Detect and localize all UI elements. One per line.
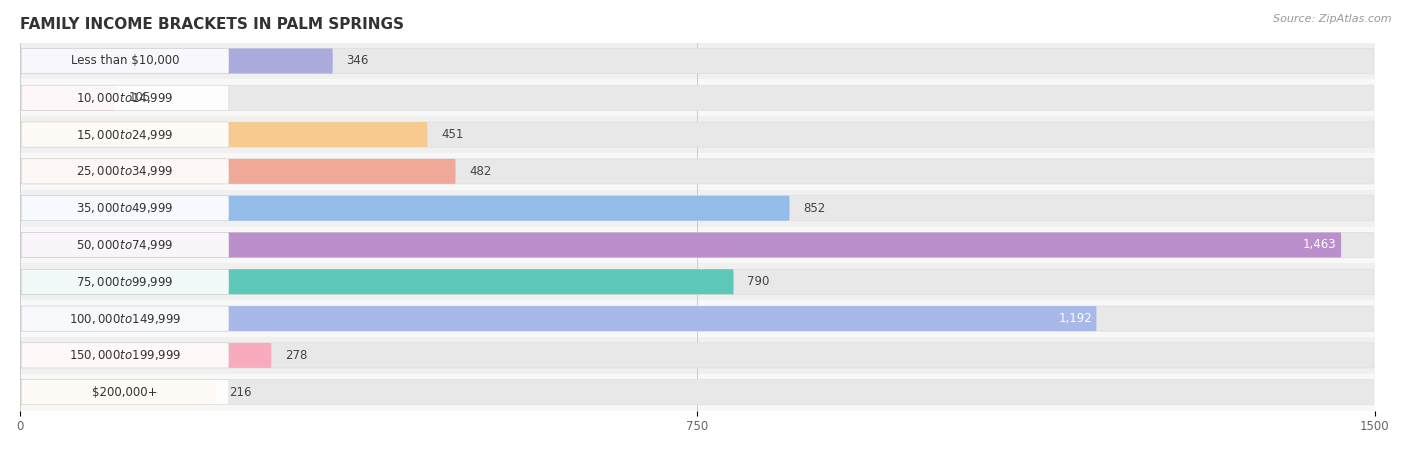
FancyBboxPatch shape [21, 49, 333, 73]
FancyBboxPatch shape [21, 306, 1097, 331]
Bar [20, 153, 1375, 190]
Text: 852: 852 [803, 202, 825, 215]
Text: $150,000 to $199,999: $150,000 to $199,999 [69, 348, 181, 362]
FancyBboxPatch shape [21, 196, 229, 220]
FancyBboxPatch shape [21, 343, 229, 368]
FancyBboxPatch shape [21, 122, 229, 147]
FancyBboxPatch shape [21, 343, 1374, 368]
Bar [20, 227, 1375, 263]
Text: 105: 105 [129, 91, 150, 104]
Text: FAMILY INCOME BRACKETS IN PALM SPRINGS: FAMILY INCOME BRACKETS IN PALM SPRINGS [20, 17, 405, 32]
Bar [20, 190, 1375, 227]
Bar [20, 263, 1375, 300]
FancyBboxPatch shape [21, 269, 229, 294]
Text: 346: 346 [346, 54, 368, 68]
Text: $50,000 to $74,999: $50,000 to $74,999 [76, 238, 174, 252]
Text: $100,000 to $149,999: $100,000 to $149,999 [69, 311, 181, 326]
FancyBboxPatch shape [21, 306, 1374, 331]
FancyBboxPatch shape [21, 343, 271, 368]
FancyBboxPatch shape [21, 196, 1374, 220]
FancyBboxPatch shape [21, 233, 1341, 257]
FancyBboxPatch shape [21, 233, 229, 257]
Text: 482: 482 [470, 165, 492, 178]
FancyBboxPatch shape [21, 269, 1374, 294]
Text: 790: 790 [747, 275, 769, 288]
Bar [20, 116, 1375, 153]
Text: $15,000 to $24,999: $15,000 to $24,999 [76, 127, 174, 142]
FancyBboxPatch shape [21, 85, 229, 110]
Bar [20, 300, 1375, 337]
Text: $75,000 to $99,999: $75,000 to $99,999 [76, 275, 174, 289]
FancyBboxPatch shape [21, 159, 456, 184]
FancyBboxPatch shape [21, 306, 229, 331]
Bar [20, 79, 1375, 116]
FancyBboxPatch shape [21, 380, 229, 405]
Bar [20, 337, 1375, 374]
Text: 451: 451 [441, 128, 464, 141]
Bar [20, 43, 1375, 79]
Text: 1,463: 1,463 [1303, 238, 1337, 252]
Text: $10,000 to $14,999: $10,000 to $14,999 [76, 91, 174, 105]
Bar [20, 374, 1375, 410]
FancyBboxPatch shape [21, 122, 1374, 147]
FancyBboxPatch shape [21, 49, 229, 73]
FancyBboxPatch shape [21, 196, 790, 220]
Text: $200,000+: $200,000+ [93, 386, 157, 399]
FancyBboxPatch shape [21, 269, 734, 294]
FancyBboxPatch shape [21, 159, 229, 184]
FancyBboxPatch shape [21, 49, 1374, 73]
Text: 216: 216 [229, 386, 252, 399]
Text: 1,192: 1,192 [1059, 312, 1092, 325]
Text: $35,000 to $49,999: $35,000 to $49,999 [76, 201, 174, 215]
FancyBboxPatch shape [21, 85, 115, 110]
FancyBboxPatch shape [21, 85, 1374, 110]
FancyBboxPatch shape [21, 122, 427, 147]
Text: $25,000 to $34,999: $25,000 to $34,999 [76, 164, 174, 178]
FancyBboxPatch shape [21, 380, 1374, 405]
FancyBboxPatch shape [21, 380, 215, 405]
Text: 278: 278 [285, 349, 308, 362]
Text: Less than $10,000: Less than $10,000 [70, 54, 180, 68]
Text: Source: ZipAtlas.com: Source: ZipAtlas.com [1274, 14, 1392, 23]
FancyBboxPatch shape [21, 233, 1374, 257]
FancyBboxPatch shape [21, 159, 1374, 184]
